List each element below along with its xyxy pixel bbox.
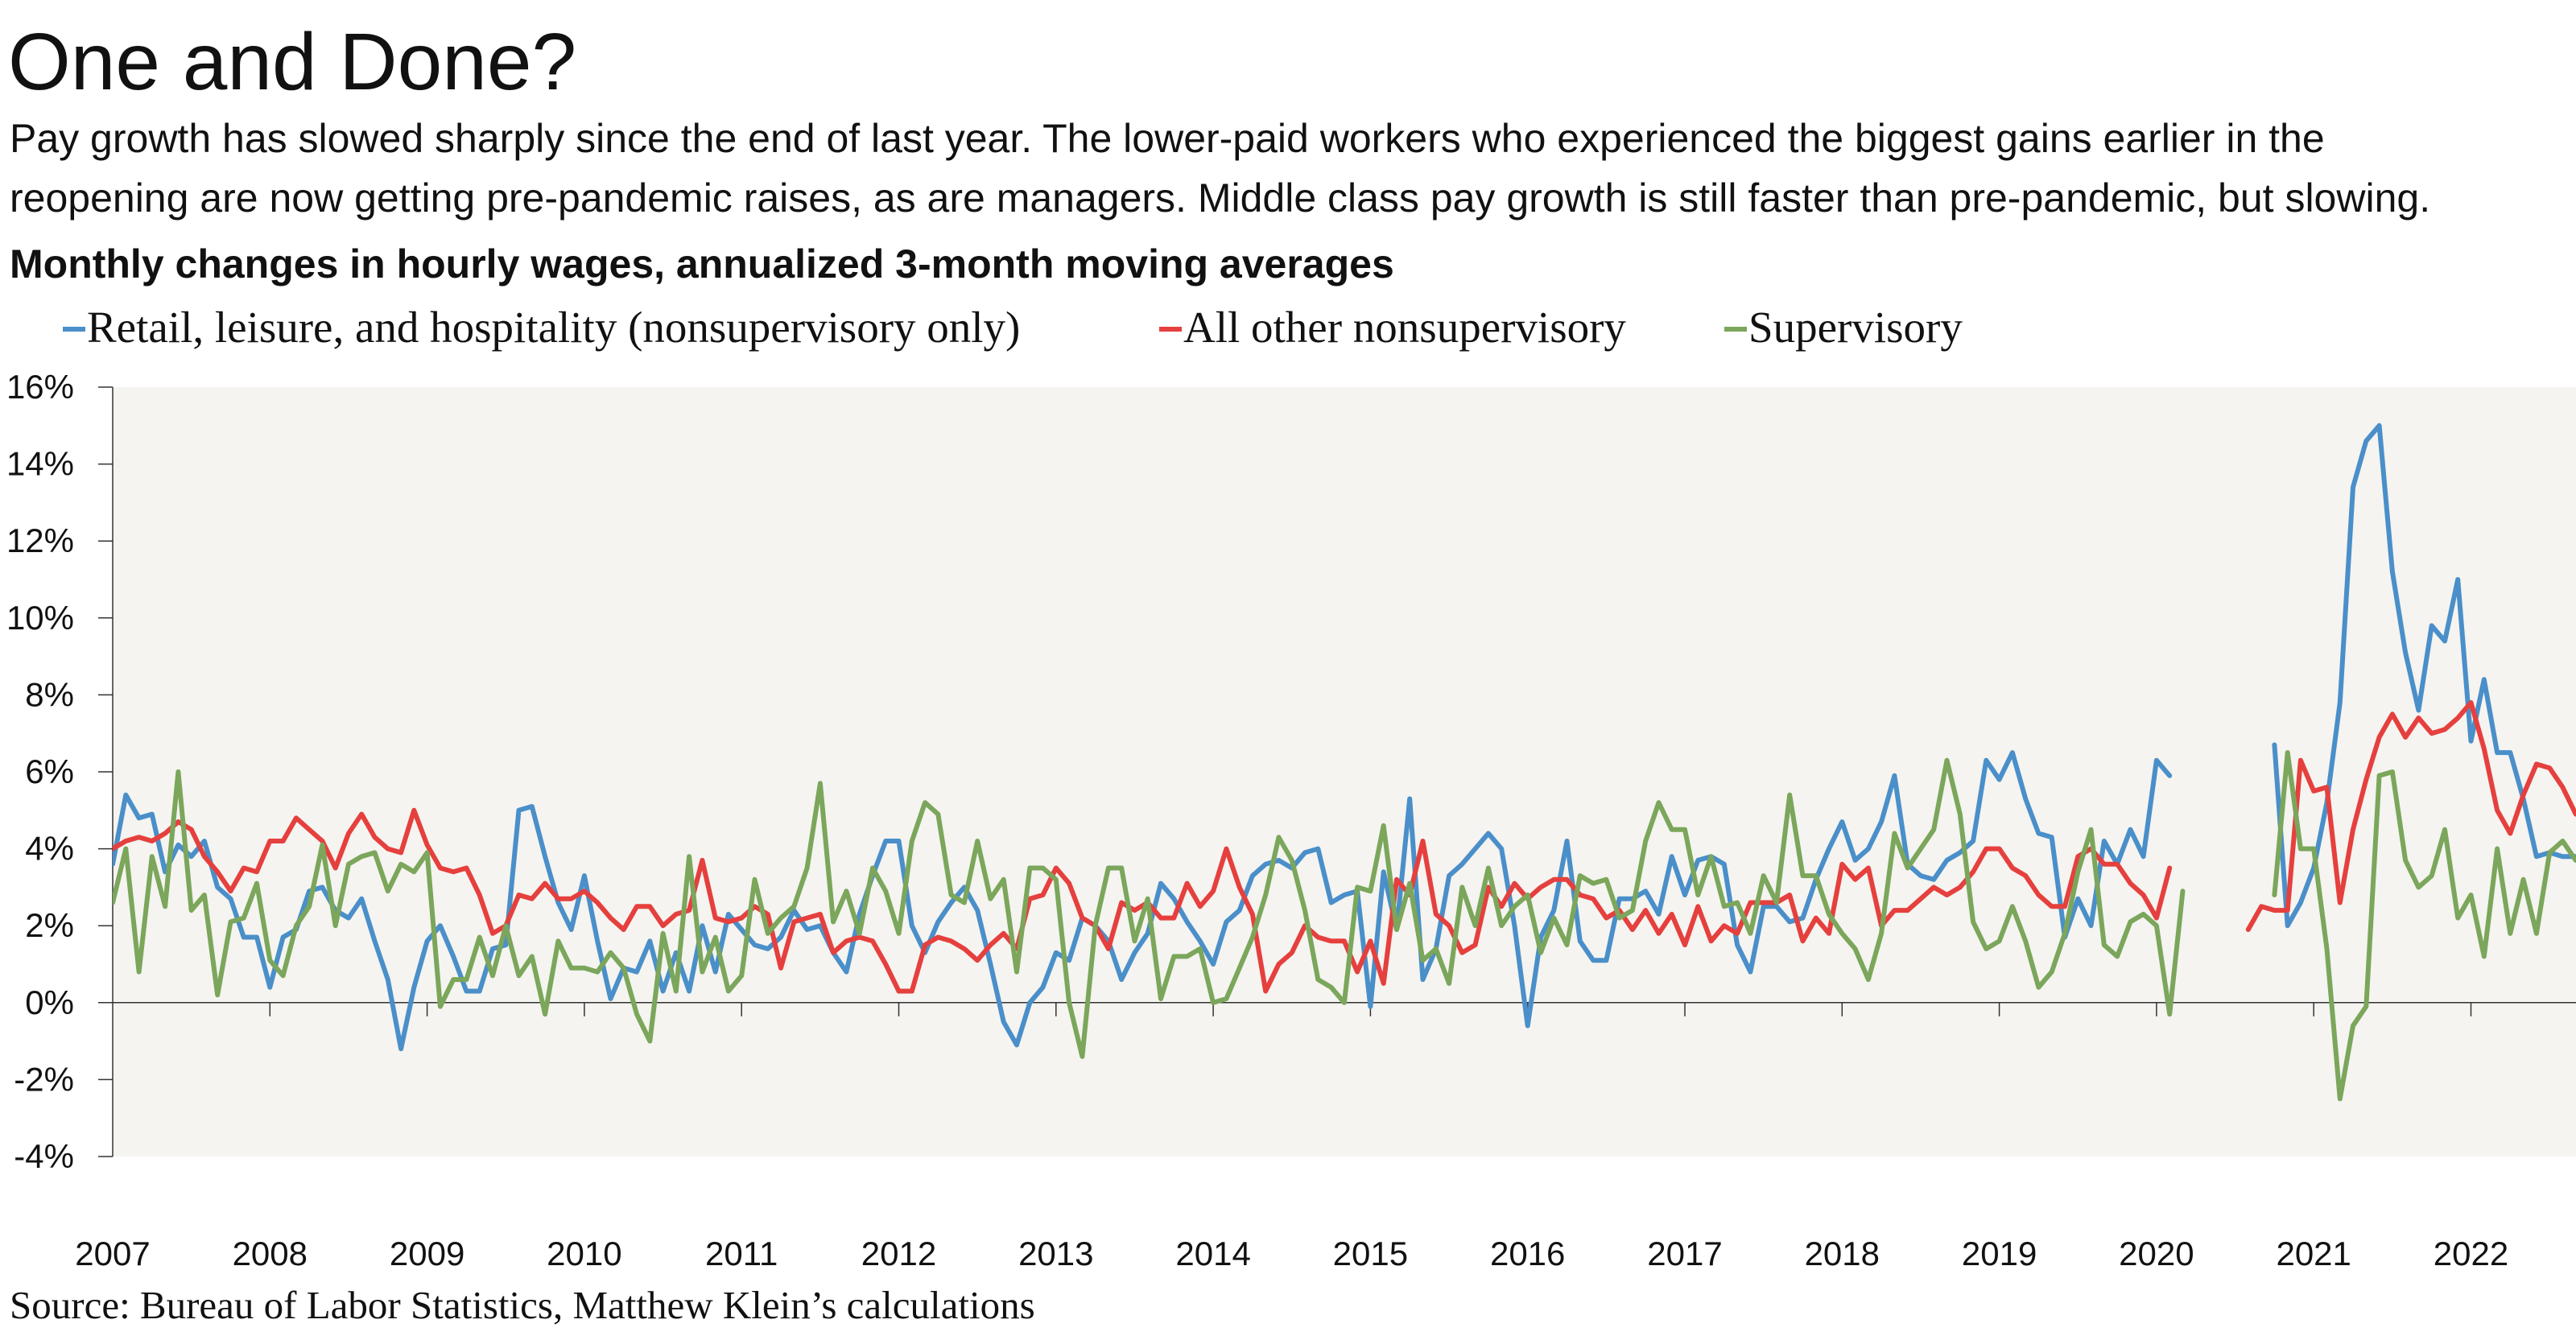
legend-label: Supervisory bbox=[1748, 303, 1963, 352]
legend-item-other-nonsupervisory: All other nonsupervisory bbox=[1159, 299, 1626, 356]
x-tick-label: 2008 bbox=[233, 1235, 308, 1272]
y-tick-label: 16% bbox=[6, 368, 74, 406]
x-tick-label: 2017 bbox=[1647, 1235, 1722, 1272]
x-tick-label: 2019 bbox=[1962, 1235, 2037, 1272]
x-tick-label: 2007 bbox=[75, 1235, 150, 1272]
x-tick-label: 2014 bbox=[1175, 1235, 1250, 1272]
plot-background bbox=[113, 387, 2576, 1157]
legend-item-supervisory: Supervisory bbox=[1724, 299, 1963, 356]
x-tick-label: 2015 bbox=[1333, 1235, 1408, 1272]
subtitle-line-1: Pay growth has slowed sharply since the … bbox=[10, 116, 2325, 161]
y-tick-label: 2% bbox=[25, 906, 74, 944]
page-title: One and Done? bbox=[8, 17, 577, 107]
x-tick-label: 2022 bbox=[2434, 1235, 2508, 1272]
legend-item-retail: Retail, leisure, and hospitality (nonsup… bbox=[63, 299, 1020, 356]
y-tick-label: 0% bbox=[25, 983, 74, 1021]
y-tick-label: -2% bbox=[14, 1060, 74, 1098]
source-note: Source: Bureau of Labor Statistics, Matt… bbox=[10, 1283, 1035, 1327]
x-tick-label: 2009 bbox=[390, 1235, 464, 1272]
series-line-all-other-nonsupervisory bbox=[113, 700, 2576, 994]
x-tick-label: 2010 bbox=[547, 1235, 621, 1272]
y-tick-label: 10% bbox=[6, 599, 74, 637]
x-tick-label: 2013 bbox=[1018, 1235, 1093, 1272]
chart-title: Monthly changes in hourly wages, annuali… bbox=[10, 241, 1394, 287]
x-tick-label: 2020 bbox=[2119, 1235, 2194, 1272]
series-line-supervisory bbox=[113, 750, 2576, 1102]
y-tick-label: 12% bbox=[6, 522, 74, 559]
x-tick-label: 2012 bbox=[861, 1235, 936, 1272]
legend-swatch-red bbox=[1159, 327, 1182, 332]
legend-swatch-blue bbox=[63, 327, 85, 332]
x-tick-label: 2016 bbox=[1490, 1235, 1565, 1272]
subtitle-line-2: reopening are now getting pre-pandemic r… bbox=[10, 175, 2431, 221]
x-tick-label: 2011 bbox=[705, 1235, 778, 1272]
x-tick-label: 2021 bbox=[2276, 1235, 2351, 1272]
series-line-retail-leisure-hospitality bbox=[113, 423, 2576, 1052]
legend-label: Retail, leisure, and hospitality (nonsup… bbox=[87, 303, 1021, 352]
legend-swatch-green bbox=[1724, 327, 1747, 332]
y-tick-label: 6% bbox=[25, 753, 74, 790]
y-tick-label: 8% bbox=[25, 675, 74, 713]
y-tick-label: 4% bbox=[25, 830, 74, 868]
y-tick-label: -4% bbox=[14, 1137, 74, 1175]
x-tick-label: 2018 bbox=[1805, 1235, 1880, 1272]
y-tick-label: 14% bbox=[6, 445, 74, 483]
legend-label: All other nonsupervisory bbox=[1183, 303, 1626, 352]
